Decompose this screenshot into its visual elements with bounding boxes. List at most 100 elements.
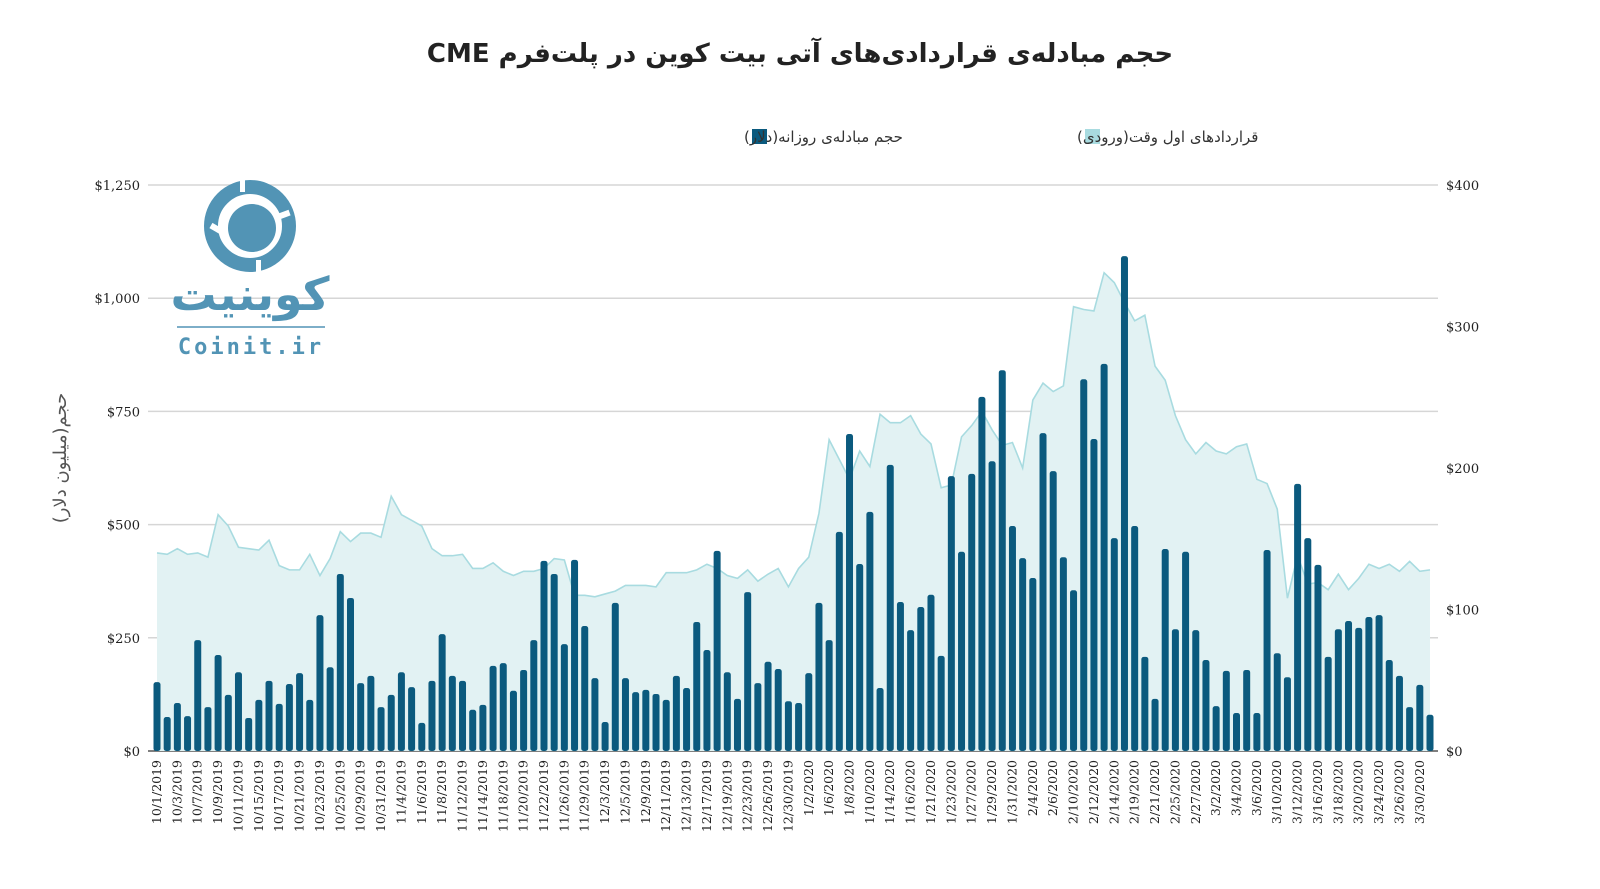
x-tick-label: 10/3/2019 [169,760,184,824]
volume-bar [968,473,976,751]
x-tick-label: 1/6/2020 [821,760,836,816]
x-tick-label: 12/3/2019 [597,760,612,824]
legend-swatch-volume [752,129,767,144]
volume-bar [316,615,324,751]
volume-bar [937,655,945,751]
volume-bar [1375,615,1383,751]
volume-bar [611,602,619,751]
volume-bar [856,563,864,751]
volume-bar [601,722,609,751]
x-tick-label: 3/10/2020 [1269,760,1284,824]
x-tick-label: 1/23/2020 [943,760,958,824]
volume-bar [367,675,375,751]
volume-bar [733,698,741,751]
x-tick-label: 12/5/2019 [617,760,632,824]
volume-bar [1029,578,1037,751]
volume-bar [275,703,283,751]
y-tick-label: $250 [107,632,140,647]
volume-bar [428,680,436,751]
volume-bar [1385,659,1393,751]
x-tick-label: 12/9/2019 [638,760,653,824]
x-tick-label: 10/9/2019 [210,760,225,824]
volume-bar [1324,656,1332,751]
x-tick-label: 2/6/2020 [1045,760,1060,816]
volume-bar [1283,677,1291,751]
x-tick-label: 3/16/2020 [1310,760,1325,824]
volume-bar [662,699,670,751]
volume-bars [153,256,1434,751]
x-tick-label: 1/8/2020 [842,760,857,816]
volume-bar [1222,670,1230,751]
y-tick-label: $500 [107,519,140,534]
x-tick-label: 1/14/2020 [882,760,897,824]
volume-bar [285,683,293,751]
volume-bar [1304,538,1312,751]
volume-bar [917,607,925,751]
volume-bar [1212,706,1220,751]
volume-bar [173,703,181,751]
x-tick-label: 11/4/2019 [393,760,408,824]
x-tick-label: 3/26/2020 [1391,760,1406,824]
y2-tick-label: $400 [1446,179,1479,194]
volume-bar [866,511,874,751]
volume-bar [988,461,996,751]
volume-bar [1263,549,1271,751]
x-tick-label: 10/11/2019 [230,760,245,832]
volume-bar [499,663,507,751]
volume-bar [326,667,334,751]
volume-bar [907,630,915,751]
coinit-logo: کوینیت Coinit.ir [170,180,330,360]
volume-bar [621,678,629,751]
volume-bar [459,680,467,751]
x-tick-label: 12/26/2019 [760,760,775,832]
volume-bar [774,669,782,751]
volume-bar [448,675,456,751]
volume-bar [1110,538,1118,751]
volume-bar [581,626,589,751]
x-tick-label: 3/2/2020 [1208,760,1223,816]
volume-bar [1161,549,1169,751]
x-tick-label: 11/18/2019 [495,760,510,832]
volume-bar [336,573,344,751]
x-tick-label: 1/10/2020 [862,760,877,824]
x-tick-label: 2/27/2020 [1188,760,1203,824]
x-tick-label: 10/31/2019 [373,760,388,832]
x-tick-label: 11/20/2019 [516,760,531,832]
volume-bar [1395,675,1403,751]
volume-bar [479,704,487,751]
volume-bar [958,551,966,751]
volume-bar [672,675,680,751]
x-tick-label: 3/6/2020 [1249,760,1264,816]
y2-tick-label: $100 [1446,604,1479,619]
x-tick-label: 12/19/2019 [719,760,734,832]
chart-title: حجم مبادله‌ی قراردادی‌های آتی بیت کوین د… [427,37,1173,69]
volume-bar [469,709,477,751]
x-tick-label: 10/25/2019 [332,760,347,832]
x-tick-label: 3/30/2020 [1412,760,1427,824]
x-tick-label: 11/22/2019 [536,760,551,832]
volume-bar [1345,621,1353,751]
x-tick-label: 3/18/2020 [1330,760,1345,824]
legend: حجم مبادله‌ی روزانه(دلار) قراردادهای اول… [744,128,1258,146]
volume-bar [1182,551,1190,751]
volume-bar [784,701,792,751]
y2-tick-label: $0 [1446,745,1463,760]
volume-bar [184,716,192,751]
volume-bar [805,673,813,751]
volume-bar [1273,653,1281,751]
x-tick-label: 3/4/2020 [1229,760,1244,816]
x-tick-label: 1/27/2020 [964,760,979,824]
volume-bar [1314,564,1322,751]
volume-bar [163,717,171,751]
volume-bar [1294,483,1302,751]
y-axis-title: حجم(میلیون دلار) [50,393,71,523]
volume-bar [998,370,1006,751]
volume-bar [703,650,711,751]
volume-bar [1019,558,1027,751]
open-interest-line [156,271,1431,599]
volume-bar [642,689,650,751]
volume-bar [764,661,772,751]
x-tick-label: 10/15/2019 [251,760,266,832]
volume-bar [1253,712,1261,751]
volume-bar [1151,698,1159,751]
